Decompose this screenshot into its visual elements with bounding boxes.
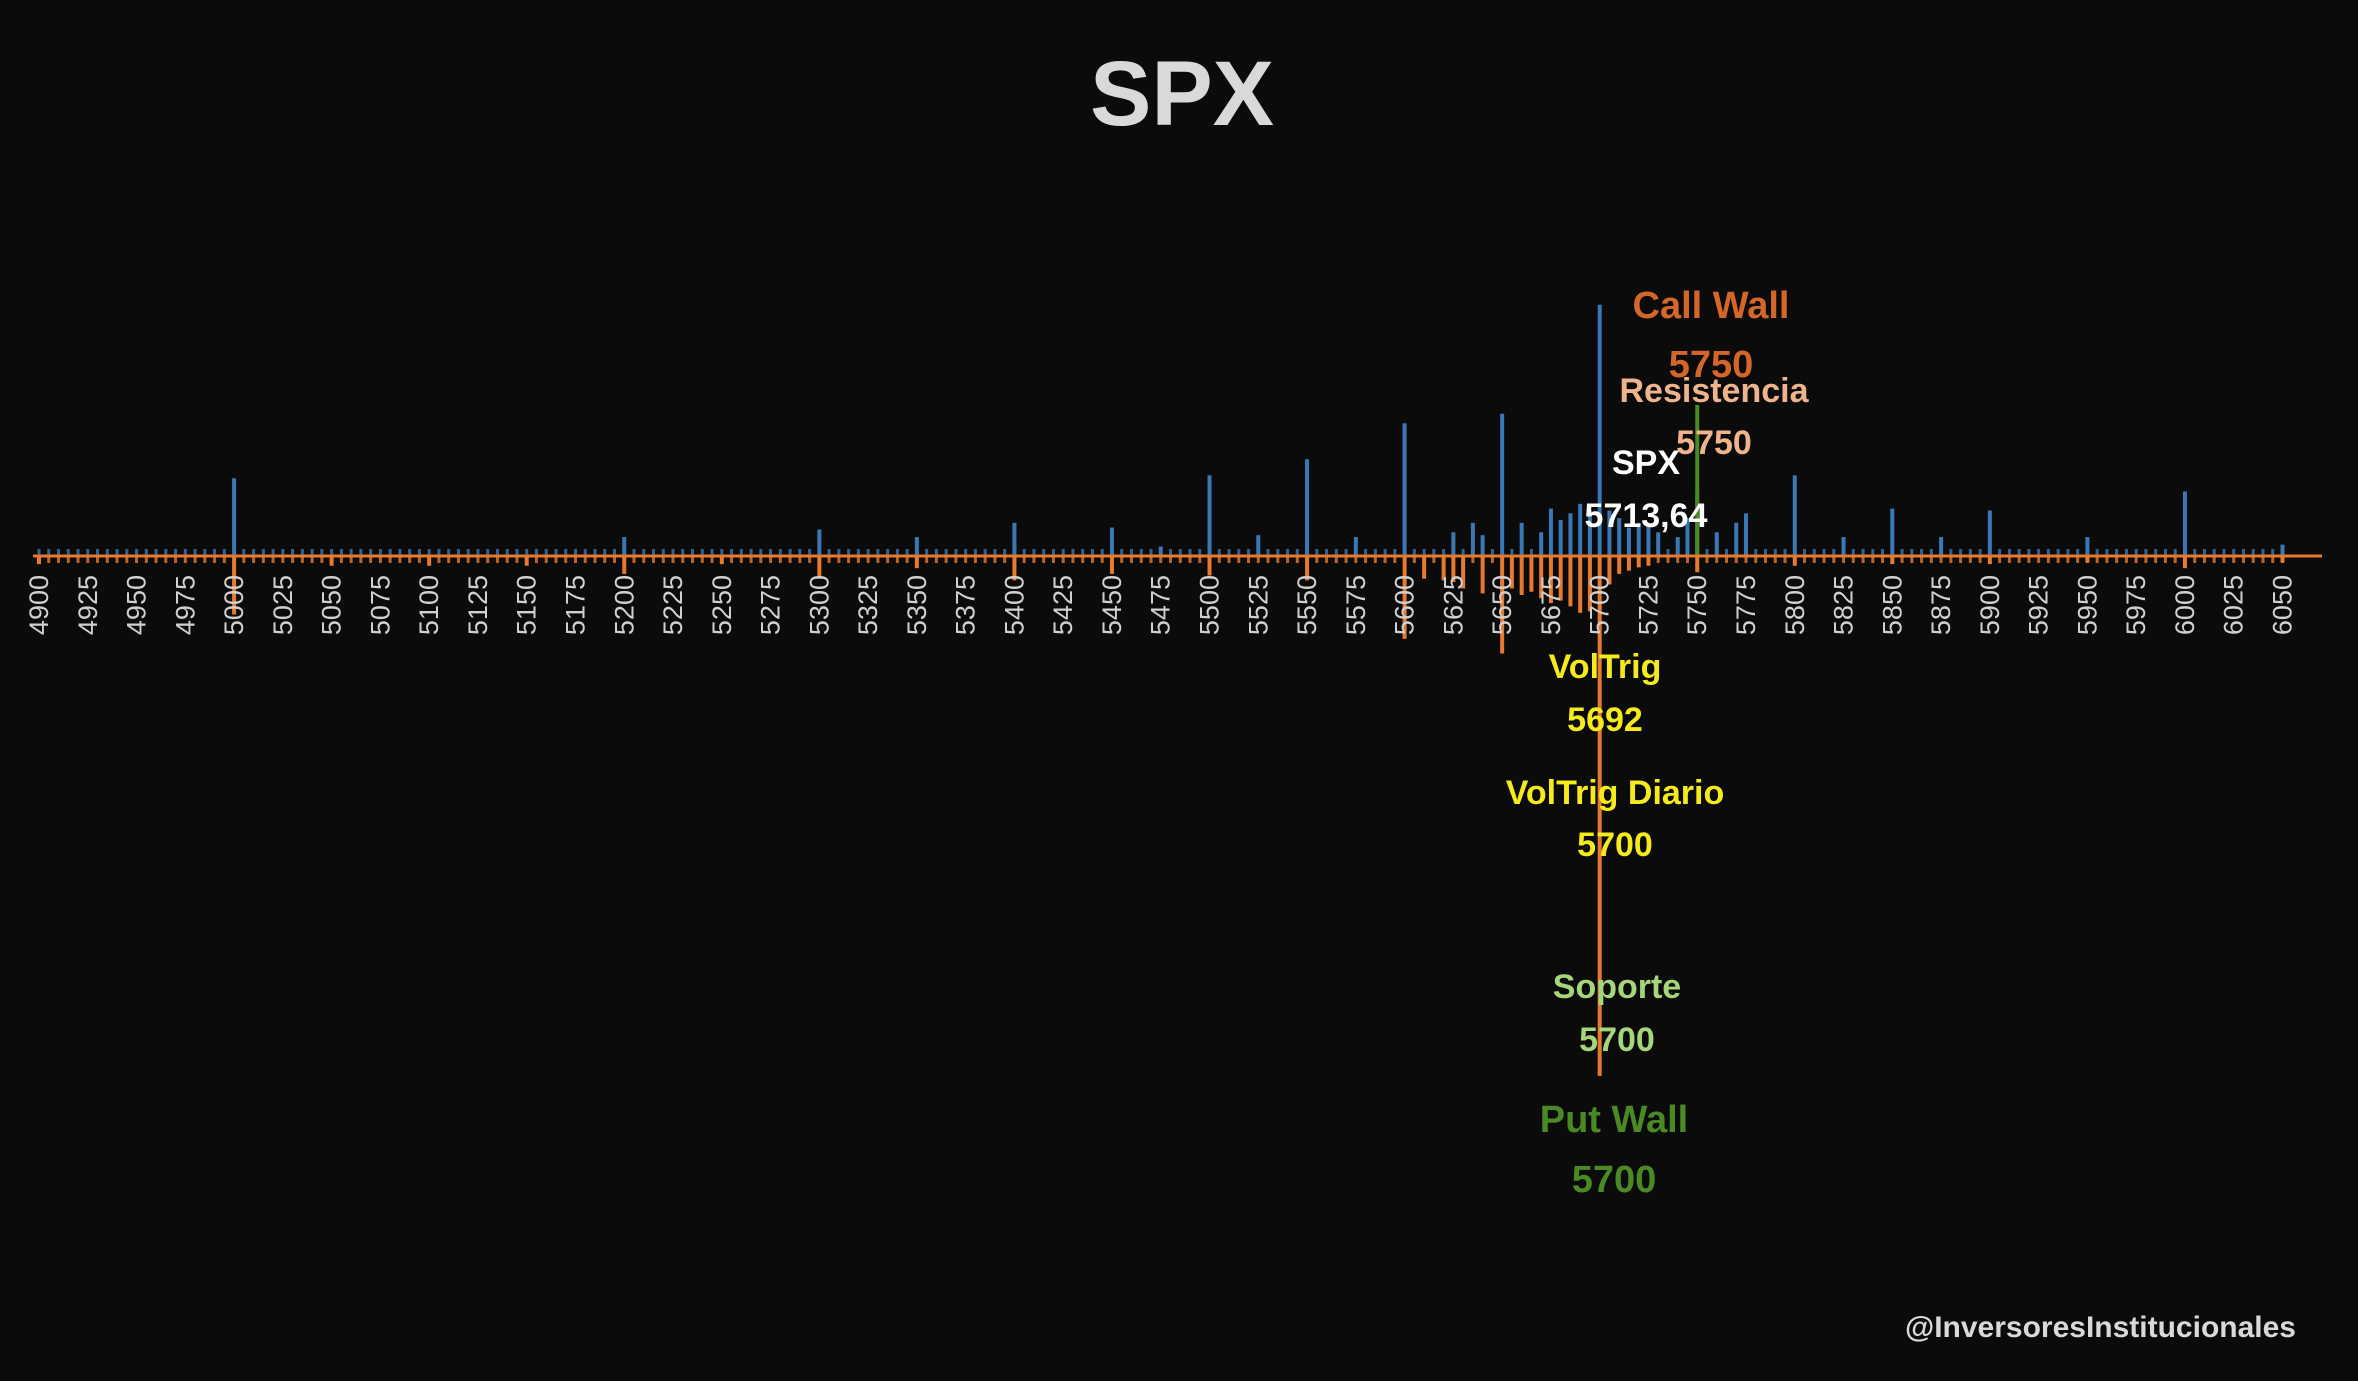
x-tick-label: 5000 [219,575,249,635]
level-annotations: Call Wall5750Resistencia5750SPX5713,64Vo… [1506,285,1810,1201]
x-tick-label: 6000 [2170,575,2200,635]
x-tick-label: 4950 [122,575,152,635]
x-tick-label: 4900 [24,575,54,635]
x-tick-label: 4925 [73,575,103,635]
x-tick-label: 5725 [1633,575,1663,635]
voltrig-diario-label: VolTrig Diario [1506,774,1725,812]
soporte-value: 5700 [1579,1021,1655,1059]
x-tick-label: 5625 [1438,575,1468,635]
call-wall-label: Call Wall [1633,285,1790,327]
voltrig-diario-value: 5700 [1577,826,1653,864]
x-tick-label: 5600 [1390,575,1420,635]
call-wall-value: 5750 [1669,344,1754,386]
resistencia-label: Resistencia [1620,372,1810,410]
x-tick-label: 5800 [1780,575,1810,635]
x-tick-label: 5575 [1341,575,1371,635]
x-tick-label: 5325 [853,575,883,635]
put-wall-value: 5700 [1572,1159,1657,1201]
x-tick-label: 5075 [365,575,395,635]
voltrig-value: 5692 [1567,701,1643,739]
x-tick-label: 5300 [804,575,834,635]
x-tick-label: 5775 [1731,575,1761,635]
x-axis: 4900 4925 4950 4975 5000 5025 5050 5075 5100 5125… [24,554,2322,635]
x-tick-label: 6025 [2219,575,2249,635]
x-tick-label: 5275 [756,575,786,635]
x-tick-label: 5700 [1585,575,1615,635]
x-tick-label: 4975 [170,575,200,635]
x-tick-label: 5125 [463,575,493,635]
x-tick-label: 5850 [1877,575,1907,635]
bars-layer [37,304,2285,1076]
x-tick-label: 5550 [1292,575,1322,635]
x-tick-label: 5875 [1926,575,1956,635]
x-tick-label: 5200 [609,575,639,635]
spx-label: SPX [1612,444,1680,482]
watermark: @InversoresInstitucionales [1904,1311,2296,1344]
put-wall-label: Put Wall [1540,1099,1688,1141]
soporte-label: Soporte [1553,968,1681,1006]
x-tick-label: 5350 [902,575,932,635]
x-tick-label: 5025 [268,575,298,635]
x-tick-label: 5925 [2024,575,2054,635]
x-tick-label: 5150 [512,575,542,635]
x-tick-label: 5825 [1829,575,1859,635]
x-tick-label: 5750 [1682,575,1712,635]
x-tick-label: 5900 [1975,575,2005,635]
x-tick-label: 5975 [2121,575,2151,635]
voltrig-label: VolTrig [1549,648,1662,686]
x-tick-label: 5475 [1146,575,1176,635]
x-tick-label: 5500 [1195,575,1225,635]
chart-title: SPX [1090,43,1274,145]
x-tick-label: 5100 [414,575,444,635]
spx-value: 5713,64 [1585,497,1708,535]
x-tick-label: 5175 [560,575,590,635]
x-tick-label: 5675 [1536,575,1566,635]
x-tick-label: 5375 [951,575,981,635]
x-tick-label: 5950 [2072,575,2102,635]
x-tick-label: 6050 [2267,575,2297,635]
x-tick-label: 5450 [1097,575,1127,635]
x-tick-label: 5225 [658,575,688,635]
x-tick-label: 5525 [1243,575,1273,635]
x-tick-label: 5425 [1048,575,1078,635]
x-tick-label: 5400 [999,575,1029,635]
x-tick-label: 5650 [1487,575,1517,635]
x-tick-label: 5250 [707,575,737,635]
resistencia-value: 5750 [1676,424,1752,462]
x-tick-label: 5050 [317,575,347,635]
